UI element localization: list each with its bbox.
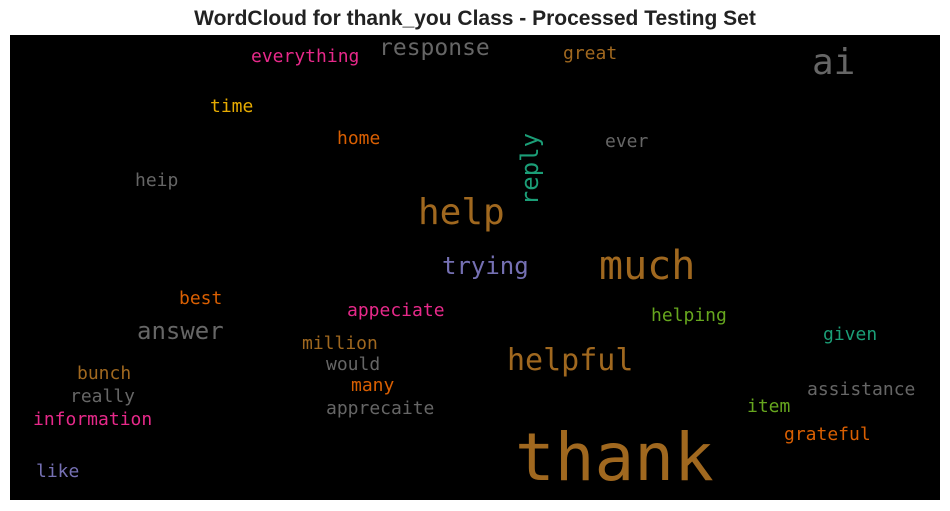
word-helping: helping [651,305,727,326]
word-appeciate: appeciate [347,300,445,321]
word-really: really [70,386,136,407]
word-would: would [326,354,381,375]
word-many: many [351,375,395,396]
word-information: information [33,409,153,430]
word-trying: trying [442,252,529,280]
word-best: best [179,288,223,309]
word-helpful: helpful [507,343,634,378]
chart-title: WordCloud for thank_you Class - Processe… [194,7,756,30]
word-reply: reply [516,132,544,206]
word-ever: ever [605,131,649,152]
word-grateful: grateful [784,424,871,445]
word-given: given [823,324,878,345]
word-much: much [599,243,696,289]
word-time: time [210,96,254,117]
word-like: like [36,461,80,482]
wordcloud-canvas: thank much help helpful ai response answer repl… [10,35,940,500]
word-everything: everything [251,46,360,67]
word-response: response [379,35,490,61]
word-home: home [337,128,381,149]
word-apprecaite: apprecaite [326,398,435,419]
word-item: item [747,396,791,417]
word-bunch: bunch [77,363,132,384]
word-answer: answer [137,317,224,345]
word-heip: heip [135,170,179,191]
word-thank: thank [515,419,714,496]
word-assistance: assistance [807,379,916,400]
word-ai: ai [812,42,856,83]
word-million: million [302,333,378,354]
word-help: help [418,192,505,233]
word-great: great [563,43,618,64]
